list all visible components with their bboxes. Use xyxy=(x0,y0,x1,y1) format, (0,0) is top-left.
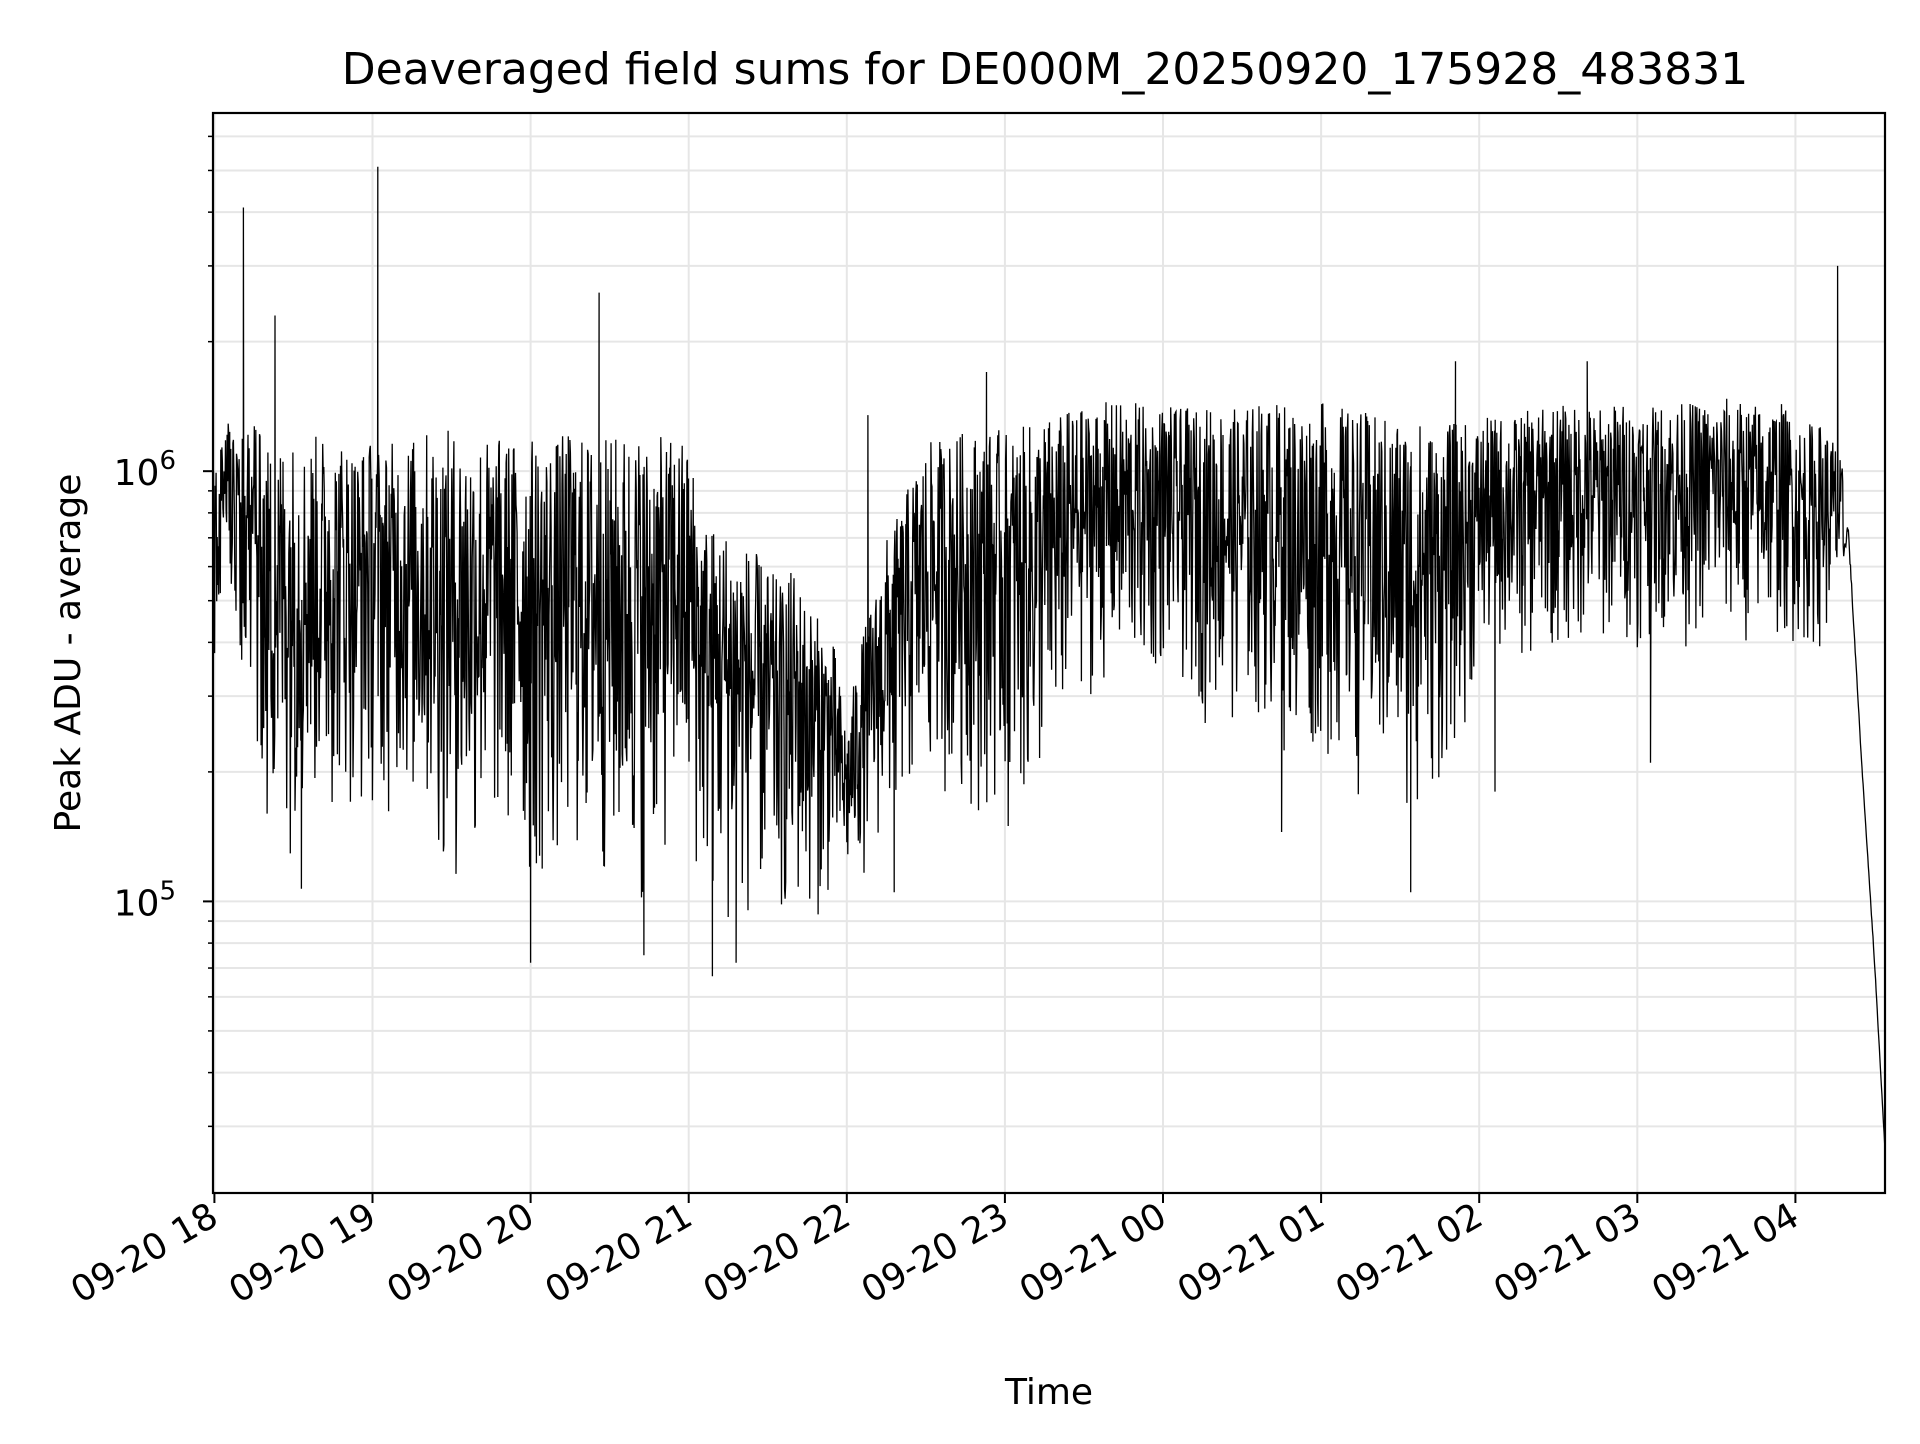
x-tick-label: 09-21 02 xyxy=(1329,1195,1490,1311)
series-line xyxy=(212,166,1886,1151)
series-layer xyxy=(212,166,1886,1151)
y-axis-label: Peak ADU - average xyxy=(48,474,89,833)
y-tick-exponent: 5 xyxy=(159,876,176,906)
y-tick-label: 105 xyxy=(114,876,176,924)
x-tick-label: 09-20 18 xyxy=(64,1195,225,1311)
chart-title: Deaveraged field sums for DE000M_2025092… xyxy=(342,44,1749,95)
y-tick-base: 10 xyxy=(114,453,160,494)
x-tick-label: 09-20 23 xyxy=(855,1195,1016,1311)
x-tick-label: 09-21 00 xyxy=(1013,1195,1174,1311)
x-axis-label: Time xyxy=(1004,1372,1093,1413)
x-tick-label: 09-20 22 xyxy=(697,1195,858,1311)
y-tick-label: 106 xyxy=(114,446,176,494)
y-tick-base: 10 xyxy=(114,883,160,924)
x-tick-label: 09-20 20 xyxy=(380,1195,541,1311)
x-tick-label: 09-20 19 xyxy=(222,1195,383,1311)
x-tick-label: 09-21 03 xyxy=(1487,1195,1648,1311)
y-tick-exponent: 6 xyxy=(159,446,176,476)
x-tick-label: 09-21 01 xyxy=(1171,1195,1332,1311)
x-tick-label: 09-21 04 xyxy=(1645,1195,1806,1311)
plot-frame xyxy=(211,111,1887,1195)
x-tick-label: 09-20 21 xyxy=(539,1195,700,1311)
